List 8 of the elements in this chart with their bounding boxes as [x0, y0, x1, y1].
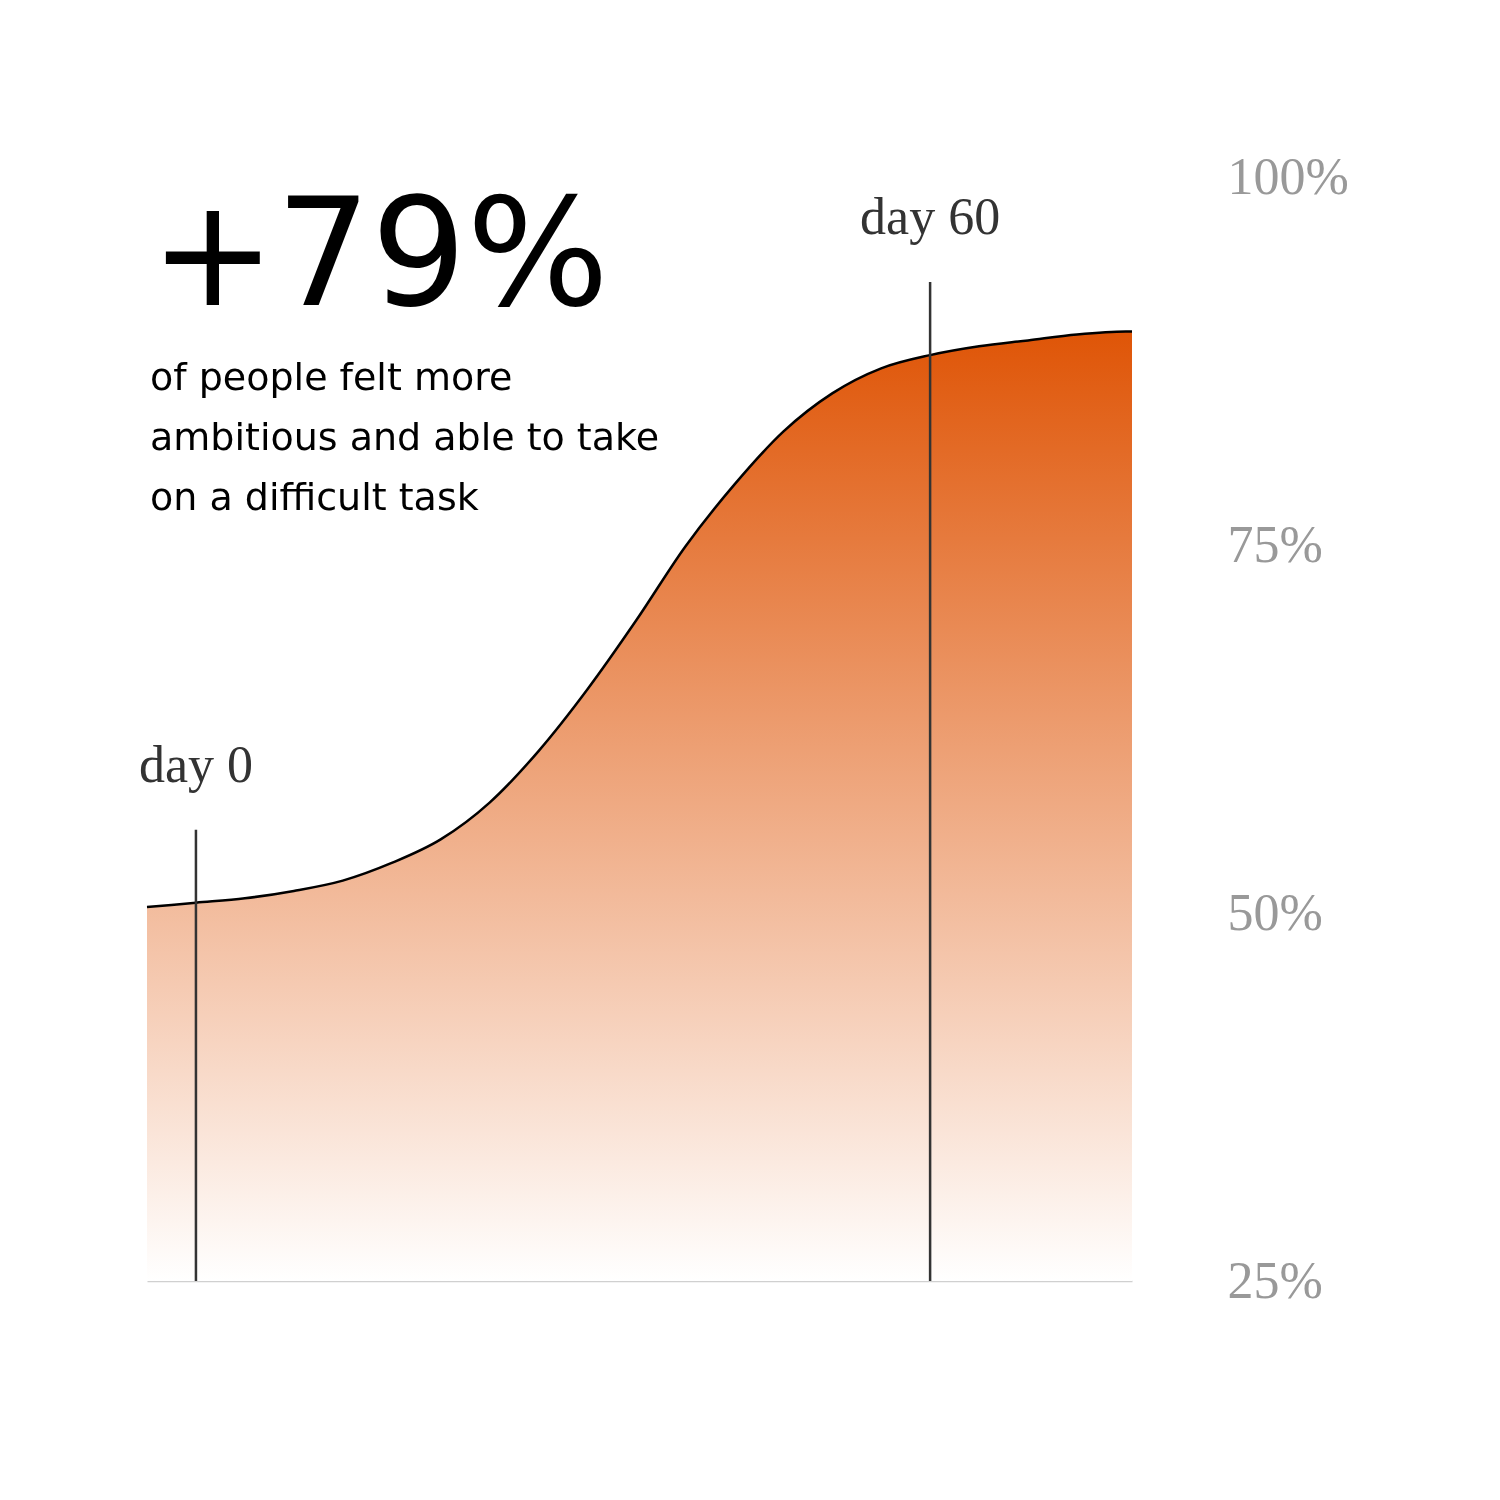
y-tick-label: 50%	[1227, 883, 1323, 941]
ref-line-label: day 60	[860, 188, 1001, 246]
ref-line-label: day 0	[138, 735, 253, 793]
chart-title: +79%	[150, 166, 610, 340]
y-tick-label: 25%	[1227, 1251, 1323, 1309]
y-tick-label: 100%	[1227, 147, 1349, 205]
y-tick-label: 75%	[1227, 515, 1323, 573]
text: of people felt more ambitious and able to take on a difficult task	[150, 355, 660, 519]
